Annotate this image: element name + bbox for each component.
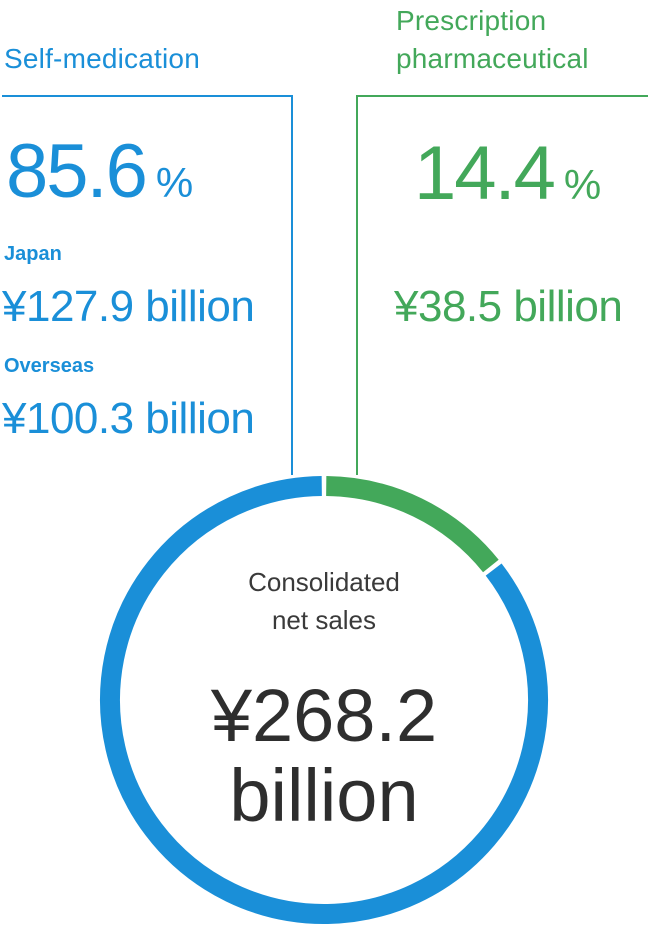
self-medication-leader-line [2, 95, 293, 475]
prescription-title-line1: Prescription [396, 5, 547, 36]
center-label-line1: Consolidated [248, 567, 400, 597]
prescription-percent-value: 14.4 [414, 131, 556, 216]
self-medication-percent-value: 85.6 [6, 129, 148, 214]
self-medication-arc [100, 476, 548, 924]
prescription-value: ¥38.5 billion [394, 282, 623, 331]
japan-value: ¥127.9 billion [2, 282, 255, 331]
center-label-line2: net sales [271, 605, 377, 635]
prescription-leader-line [356, 95, 648, 475]
center-value-line2: billion [229, 754, 419, 837]
overseas-label: Overseas [4, 355, 95, 377]
self-medication-percent: 85.6% [6, 132, 193, 212]
japan-label: Japan [4, 243, 62, 265]
prescription-percent-sign: % [563, 161, 602, 208]
prescription-title-line2: pharmaceutical [396, 43, 589, 74]
overseas-value: ¥100.3 billion [2, 394, 255, 443]
self-medication-percent-sign: % [155, 159, 194, 206]
prescription-arc [326, 476, 499, 573]
self-medication-title: Self-medication [4, 43, 200, 74]
prescription-percent: 14.4% [414, 134, 601, 214]
center-value-line1: ¥268.2 [210, 674, 438, 757]
